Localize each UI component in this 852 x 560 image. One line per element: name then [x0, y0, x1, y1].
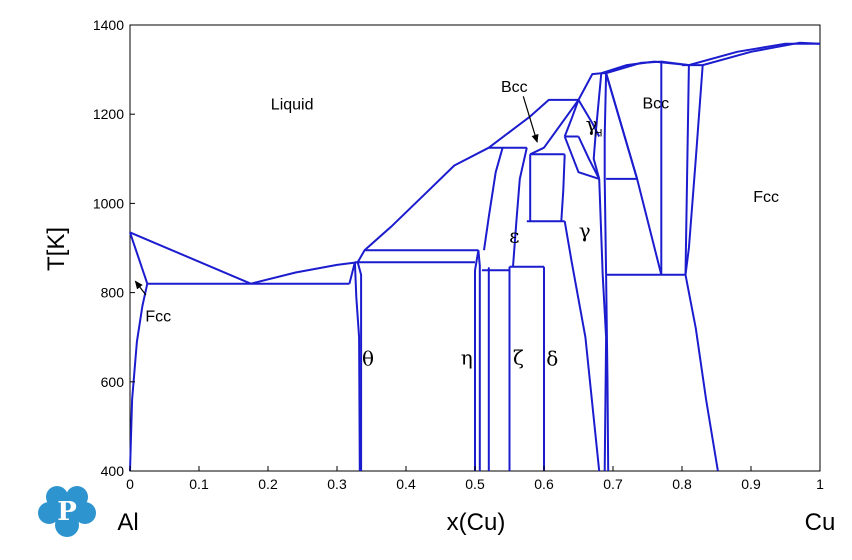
phase-boundary-5: [348, 262, 356, 284]
phase-boundary-48: [684, 65, 704, 275]
x-tick-label: 0.8: [672, 476, 692, 492]
phase-boundary-7: [356, 249, 479, 263]
phase-boundary-46: [684, 65, 690, 275]
x-tick-label: 0.2: [258, 476, 278, 492]
y-tick-label: 1400: [93, 17, 124, 33]
phase-boundary-30: [563, 136, 600, 180]
phase-boundary-50: [688, 42, 820, 67]
phase-boundary-9: [353, 262, 361, 472]
p-logo-icon: P: [38, 486, 96, 537]
phase-boundary-34: [592, 73, 603, 180]
x-tick-label: 0.9: [741, 476, 761, 492]
phase-boundary-51: [702, 41, 821, 67]
x-tick-label: 0.1: [189, 476, 209, 492]
x-tick-label: 0.4: [396, 476, 416, 492]
y-tick-label: 400: [101, 463, 125, 479]
label-arrows: [134, 96, 539, 296]
phase-label: ζ: [513, 345, 524, 369]
y-tick-label: 1200: [93, 106, 124, 122]
phase-boundary-21: [488, 98, 579, 149]
phase-boundary-26: [560, 154, 566, 222]
phase-boundary-11: [474, 250, 480, 471]
phase-label: η: [461, 345, 473, 369]
y-axis-label: T[K]: [43, 227, 70, 271]
left-endpoint-label: Al: [117, 509, 138, 536]
x-axis-label: x(Cu): [447, 509, 506, 536]
phase-label: Fcc: [145, 309, 171, 326]
y-tick-label: 600: [101, 374, 125, 390]
phase-boundary-29: [563, 221, 601, 472]
right-endpoint-label: Cu: [805, 509, 836, 536]
x-tick-label: 1: [816, 476, 824, 492]
phase-boundary-43: [600, 60, 690, 75]
y-tick-label: 800: [101, 285, 125, 301]
phase-boundary-36: [603, 73, 608, 275]
phase-boundary-28: [563, 99, 580, 137]
phase-boundary-32: [577, 72, 602, 101]
x-tick-label: 0.3: [327, 476, 347, 492]
y-tick-label: 1000: [93, 195, 124, 211]
phase-boundary-2: [129, 283, 149, 472]
x-tick-label: 0.6: [534, 476, 554, 492]
phase-label: δ: [546, 346, 558, 370]
phase-subscript: H: [595, 128, 603, 140]
phase-boundary-41: [605, 274, 610, 472]
phase-label: γ: [579, 219, 591, 243]
phase-boundary-4: [250, 261, 358, 285]
x-tick-label: 0.7: [603, 476, 623, 492]
phase-boundary-19: [512, 147, 528, 267]
phase-boundary-12: [477, 250, 481, 471]
phase-boundary-49: [684, 274, 719, 472]
phase-label: θ: [362, 346, 374, 370]
phase-label: Liquid: [271, 97, 314, 114]
phase-boundaries: [129, 41, 821, 472]
phase-boundary-37: [598, 178, 608, 472]
axis-ticks: 0 0.1 0.2 0.3 0.4 0.5 0.6 0.7 0.8 0.9 140060080010…: [93, 17, 824, 492]
svg-text:P: P: [57, 497, 77, 527]
phase-boundary-23: [529, 99, 580, 156]
phase-label: Bcc: [642, 95, 669, 112]
phase-label: Fcc: [753, 189, 779, 206]
phase-label: ε: [509, 224, 519, 248]
phase-boundary-10: [363, 146, 490, 251]
phase-boundary-31: [577, 136, 601, 180]
phase-label: γ: [586, 112, 598, 136]
x-tick-label: 0.5: [465, 476, 485, 492]
phase-boundary-8: [356, 262, 363, 471]
phase-boundary-18: [483, 147, 504, 251]
phase-boundary-45: [605, 72, 663, 276]
phase-label: Bcc: [501, 79, 528, 96]
label-arrow: [134, 280, 147, 296]
phase-boundary-0: [129, 232, 149, 285]
phase-boundary-35: [577, 99, 601, 137]
label-arrow: [522, 96, 539, 144]
phase-boundary-1: [129, 231, 252, 285]
x-tick-label: 0: [126, 476, 134, 492]
